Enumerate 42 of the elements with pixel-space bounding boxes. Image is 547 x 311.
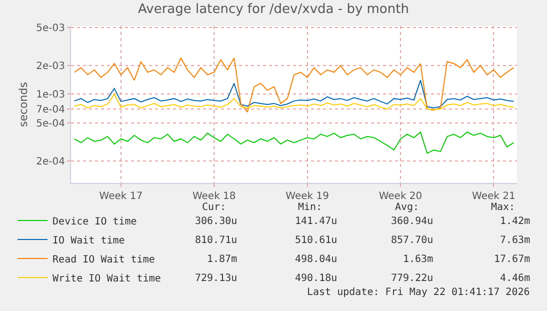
y-tick-label: 1e-03 xyxy=(36,90,65,101)
legend-label: Device IO time xyxy=(52,216,137,228)
text: 490.18u xyxy=(295,273,338,284)
chart-title: Average latency for /dev/xvda - by month xyxy=(138,2,409,18)
x-tick-label: Week 20 xyxy=(378,191,422,202)
y-tick-label: 5e-04 xyxy=(36,118,65,130)
x-tick-label: Week 17 xyxy=(99,191,143,202)
legend-label: IO Wait time xyxy=(52,235,125,246)
y-tick-label: 2e-04 xyxy=(36,156,65,168)
text: 810.71u xyxy=(195,235,238,246)
text: 17.67m xyxy=(494,254,530,265)
text: 4.46m xyxy=(500,273,530,284)
line-series xyxy=(74,94,514,110)
text: Max: xyxy=(491,202,516,213)
text: 306.30u xyxy=(195,216,238,227)
text: Cur: xyxy=(202,202,226,213)
x-tick-label: Week 21 xyxy=(472,191,516,202)
text: Last update: Fri May 22 01:41:17 2026 xyxy=(307,287,530,298)
text: 498.04u xyxy=(295,254,338,265)
y-tick-label: 7e-04 xyxy=(36,104,65,116)
text: 1.63m xyxy=(403,254,434,265)
text: Min: xyxy=(298,202,322,213)
y-tick-label: 5e-03 xyxy=(36,23,65,34)
x-tick-label: Week 18 xyxy=(192,191,236,202)
text: 857.70u xyxy=(391,235,434,246)
line-series xyxy=(74,80,514,108)
legend-label: Read IO Wait time xyxy=(52,254,155,266)
text: 1.42m xyxy=(500,216,530,227)
y-axis-title: seconds xyxy=(16,82,30,127)
x-tick-label: Week 19 xyxy=(286,191,329,202)
text: 360.94u xyxy=(391,216,434,227)
text: 729.13u xyxy=(195,273,238,284)
text: 7.63m xyxy=(500,235,530,246)
line-series xyxy=(74,57,514,113)
text: 1.87m xyxy=(207,254,238,265)
y-tick-label: 2e-03 xyxy=(36,61,65,72)
text: 510.61u xyxy=(295,235,338,246)
text: 779.22u xyxy=(391,273,434,284)
text: Avg: xyxy=(395,202,420,213)
text: 141.47u xyxy=(295,216,338,227)
legend-label: Write IO Wait time xyxy=(52,273,161,284)
line-series xyxy=(74,132,514,154)
